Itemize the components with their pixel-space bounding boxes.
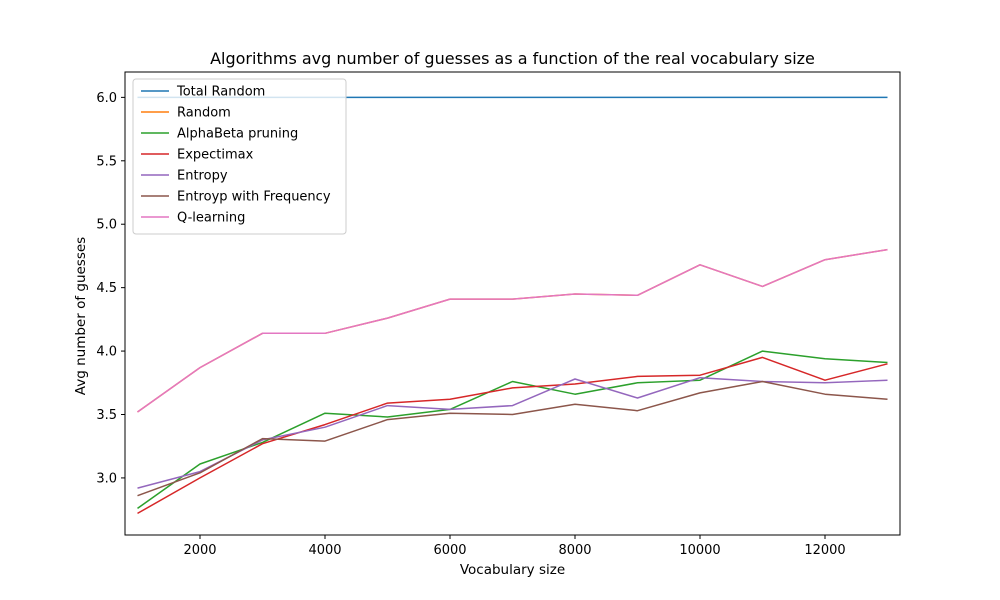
- y-tick-label: 5.0: [96, 218, 117, 233]
- legend-label-entroyp-with-frequency: Entroyp with Frequency: [177, 190, 331, 205]
- plot-frame: [124, 71, 901, 536]
- x-axis-label: Vocabulary size: [460, 562, 565, 578]
- x-tick-label: 4000: [308, 543, 341, 558]
- series-line-alphabeta-pruning: [137, 350, 888, 510]
- y-axis-label: Avg number of guesses: [73, 237, 89, 395]
- y-tick-label: 4.5: [96, 281, 117, 296]
- y-tick-label: 3.5: [96, 408, 117, 423]
- y-tick-label: 5.5: [96, 154, 117, 169]
- series-line-entroyp-with-frequency: [137, 380, 888, 497]
- series-line-entropy: [137, 376, 888, 489]
- legend-label-q-learning: Q-learning: [177, 211, 245, 226]
- x-tick-label: 12000: [804, 543, 845, 558]
- x-tick-label: 2000: [183, 543, 216, 558]
- legend-box: [132, 78, 347, 235]
- series-line-q-learning: [137, 248, 888, 413]
- y-tick-label: 4.0: [96, 345, 117, 360]
- plot-area: 2000 4000 6000 8000 10000 12000 3.0 3.5 4.0 4.5 5.…: [96, 91, 888, 558]
- legend: Total Random Random AlphaBeta pruning Expec…: [132, 78, 347, 235]
- legend-label-entropy: Entropy: [177, 169, 228, 184]
- legend-label-random: Random: [177, 106, 231, 121]
- x-tick-label: 8000: [558, 543, 591, 558]
- y-tick-label: 6.0: [96, 91, 117, 106]
- chart-title: Algorithms avg number of guesses as a fu…: [210, 49, 815, 68]
- legend-label-expectimax: Expectimax: [177, 148, 254, 163]
- x-tick-label: 6000: [433, 543, 466, 558]
- legend-label-total-random: Total Random: [176, 85, 265, 100]
- series-line-expectimax: [137, 356, 888, 515]
- legend-label-alphabeta-pruning: AlphaBeta pruning: [177, 127, 298, 142]
- y-tick-label: 3.0: [96, 471, 117, 486]
- x-tick-label: 10000: [679, 543, 720, 558]
